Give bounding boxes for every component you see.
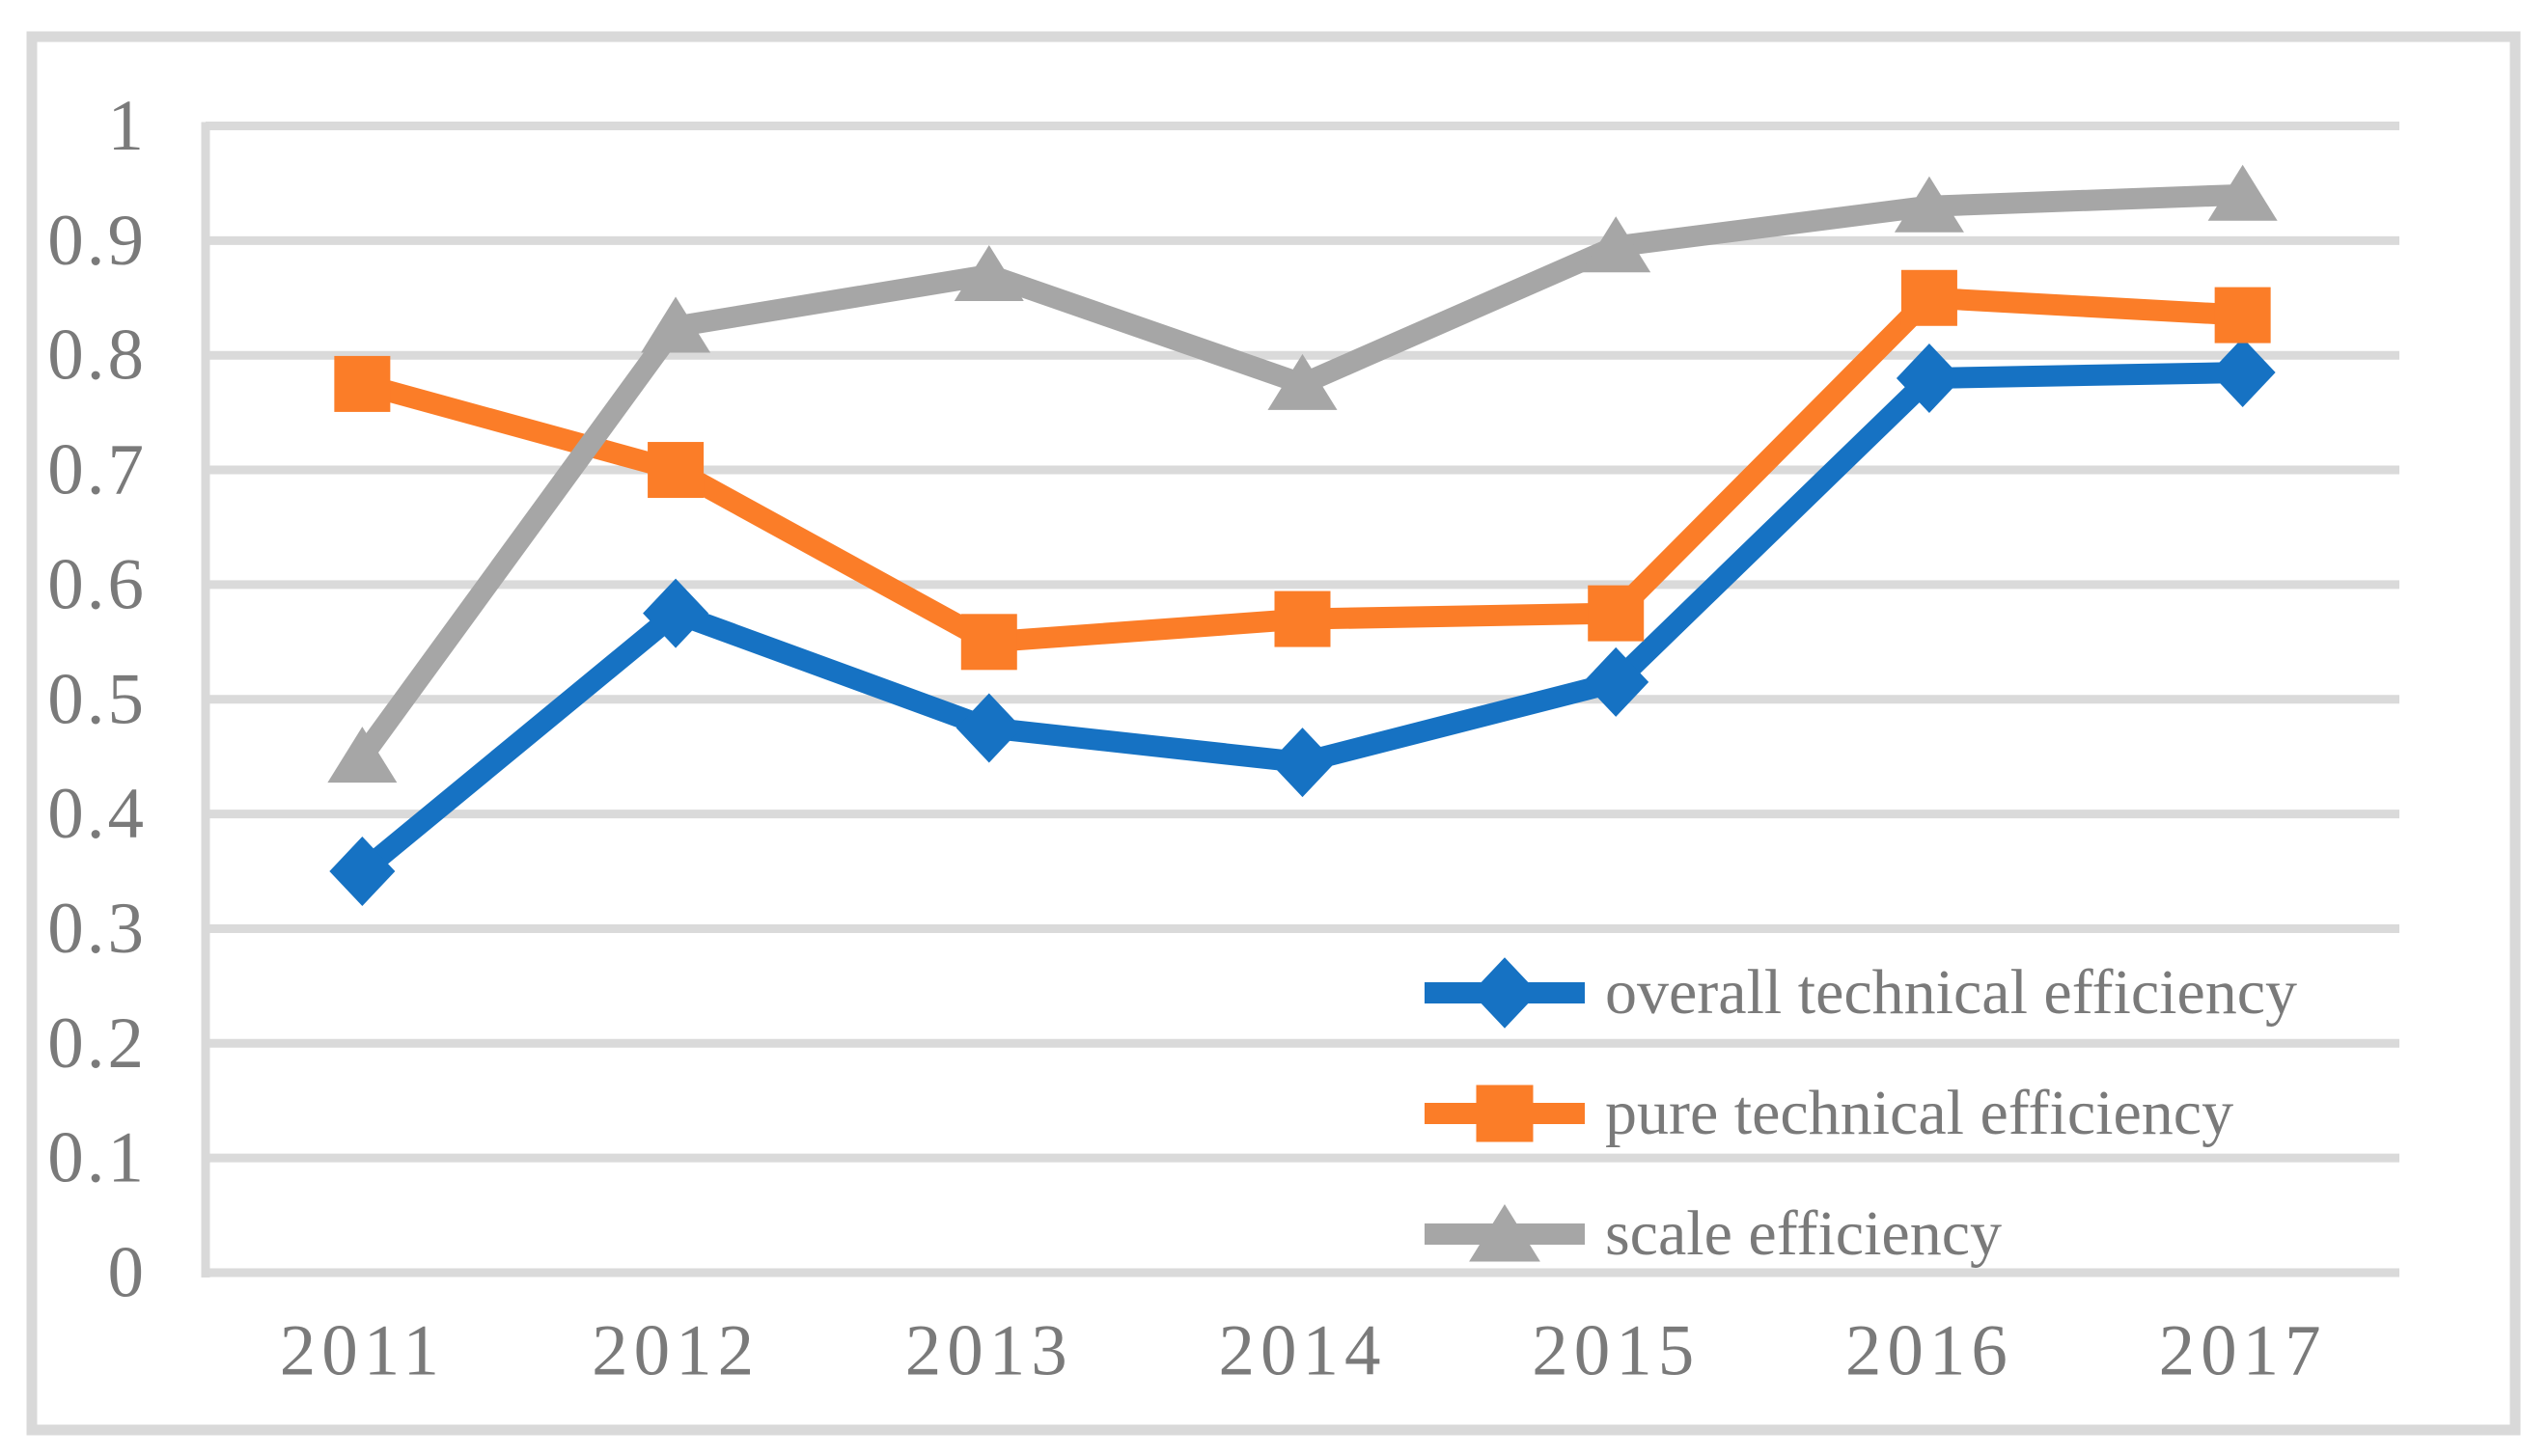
series-overall-technical-efficiency bbox=[329, 338, 2276, 907]
y-axis-tick-label: 0.3 bbox=[47, 889, 147, 969]
x-axis-tick-label: 2014 bbox=[1219, 1311, 1387, 1391]
data-point-triangle-icon bbox=[2207, 164, 2278, 221]
data-point-diamond-icon bbox=[643, 578, 709, 648]
data-point-triangle-icon bbox=[1581, 216, 1651, 273]
data-point-diamond-icon bbox=[1269, 728, 1336, 798]
legend: overall technical efficiency pure techni… bbox=[1425, 932, 2297, 1294]
y-axis-tick-label: 1 bbox=[108, 86, 148, 166]
data-point-triangle-icon bbox=[954, 245, 1024, 302]
y-axis-tick-label: 0.9 bbox=[47, 201, 147, 281]
data-point-diamond-icon bbox=[1583, 646, 1649, 717]
data-point-diamond-icon bbox=[329, 837, 396, 907]
triangle-icon bbox=[1469, 1203, 1540, 1261]
legend-square-marker-icon bbox=[1425, 1085, 1585, 1141]
x-axis-tick-label: 2011 bbox=[280, 1311, 445, 1391]
y-axis-tick-label: 0.8 bbox=[47, 316, 147, 396]
y-axis-tick-label: 0 bbox=[108, 1233, 148, 1313]
y-axis-tick-label: 0.6 bbox=[47, 544, 147, 624]
legend-diamond-marker-icon bbox=[1425, 956, 1585, 1029]
legend-triangle-marker-icon bbox=[1425, 1203, 1585, 1261]
data-point-diamond-icon bbox=[1896, 343, 1962, 413]
legend-label: pure technical efficiency bbox=[1605, 1077, 2234, 1148]
series-scale-efficiency bbox=[327, 164, 2278, 783]
x-axis-tick-label: 2013 bbox=[905, 1311, 1073, 1391]
series-line bbox=[351, 183, 2254, 768]
y-axis-tick-label: 0.5 bbox=[47, 659, 147, 739]
legend-label: overall technical efficiency bbox=[1605, 956, 2298, 1028]
figure-frame bbox=[26, 31, 2521, 1436]
series-pure-technical-efficiency bbox=[334, 269, 2271, 671]
data-point-diamond-icon bbox=[2209, 338, 2276, 408]
y-axis-tick-label: 0.1 bbox=[47, 1118, 147, 1198]
legend-item-overall-technical-efficiency: overall technical efficiency bbox=[1425, 932, 2297, 1053]
y-axis-tick-label: 0.7 bbox=[47, 430, 147, 510]
y-axis-tick-label: 0.2 bbox=[47, 1003, 147, 1084]
square-icon bbox=[1476, 1085, 1534, 1141]
data-point-square-icon bbox=[1274, 591, 1331, 647]
x-axis-tick-label: 2016 bbox=[1845, 1311, 2013, 1391]
data-point-triangle-icon bbox=[327, 727, 398, 783]
data-point-triangle-icon bbox=[1894, 176, 1964, 233]
legend-item-scale-efficiency: scale efficiency bbox=[1425, 1173, 2297, 1294]
data-point-square-icon bbox=[648, 442, 705, 499]
x-axis-tick-label: 2015 bbox=[1532, 1311, 1700, 1391]
data-point-diamond-icon bbox=[956, 693, 1022, 763]
data-point-square-icon bbox=[334, 355, 391, 412]
diamond-icon bbox=[1471, 956, 1538, 1029]
x-axis-tick-label: 2012 bbox=[592, 1311, 760, 1391]
data-point-square-icon bbox=[2214, 287, 2271, 343]
data-point-triangle-icon bbox=[1267, 353, 1338, 410]
data-point-square-icon bbox=[1900, 269, 1957, 326]
legend-item-pure-technical-efficiency: pure technical efficiency bbox=[1425, 1053, 2297, 1173]
data-point-triangle-icon bbox=[641, 296, 711, 353]
data-point-square-icon bbox=[1588, 585, 1645, 642]
data-point-square-icon bbox=[960, 614, 1017, 671]
legend-label: scale efficiency bbox=[1605, 1197, 2003, 1269]
y-axis-tick-label: 0.4 bbox=[47, 774, 147, 854]
x-axis-tick-label: 2017 bbox=[2159, 1311, 2327, 1391]
